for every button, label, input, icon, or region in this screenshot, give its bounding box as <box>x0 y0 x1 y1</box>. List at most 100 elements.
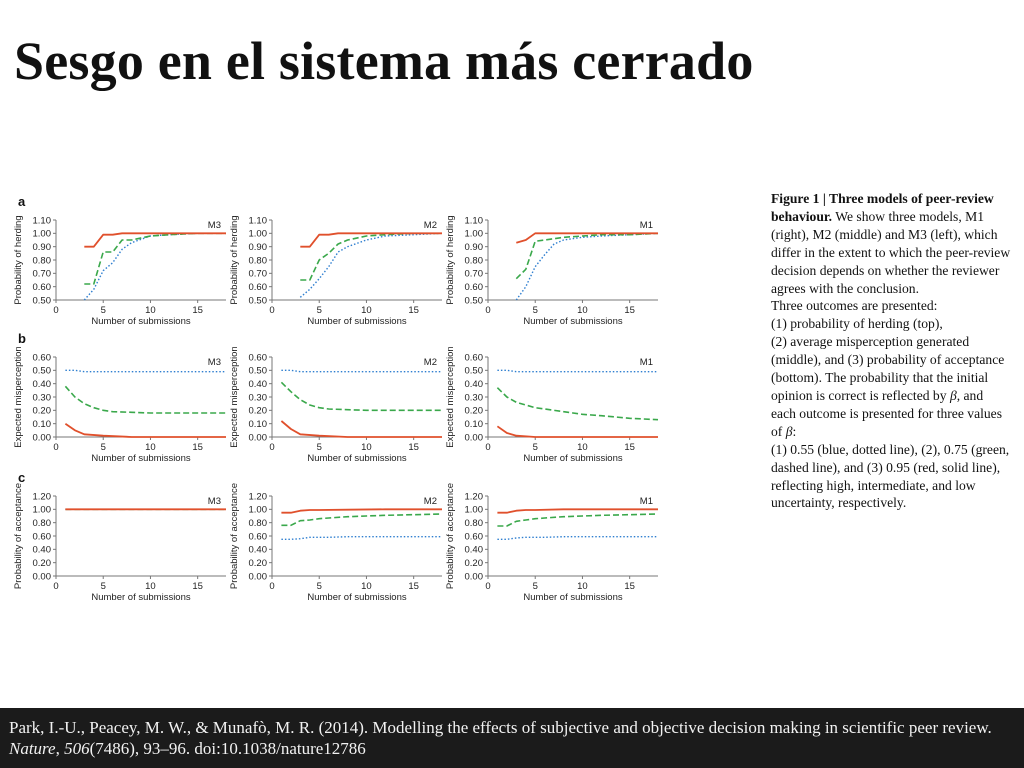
y-tick-label: 0.80 <box>249 518 268 529</box>
caption-beta-1: β <box>949 387 957 403</box>
y-tick-label: 0.50 <box>465 295 484 306</box>
y-axis-label: Probability of herding <box>229 215 240 304</box>
x-axis-label: Number of submissions <box>523 316 623 327</box>
y-tick-label: 0.00 <box>465 432 484 443</box>
y-tick-label: 0.80 <box>465 518 484 529</box>
x-tick-label: 0 <box>269 442 274 453</box>
y-tick-label: 0.60 <box>465 282 484 293</box>
model-label-m2: M2 <box>424 357 437 368</box>
series-line-red <box>280 420 442 438</box>
chart-panel-c-m2: 0.00 0.20 0.40 0.60 0.80 1.00 1.20 0 5 10 15Number… <box>229 483 443 603</box>
series-line-green <box>496 387 659 421</box>
series-line-blue <box>299 232 443 298</box>
series-line-red <box>496 425 658 438</box>
caption-body: We show three models, M1 (right), M2 (mi… <box>771 208 1011 296</box>
y-tick-label: 0.00 <box>249 432 268 443</box>
x-tick-label: 5 <box>101 581 106 592</box>
y-tick-label: 0.90 <box>465 242 484 253</box>
y-tick-label: 0.00 <box>465 571 484 582</box>
y-tick-label: 1.00 <box>33 505 52 516</box>
x-tick-label: 15 <box>408 305 419 316</box>
x-tick-label: 15 <box>624 442 635 453</box>
model-label-m1: M1 <box>640 220 653 231</box>
x-tick-label: 0 <box>269 305 274 316</box>
x-tick-label: 0 <box>485 442 490 453</box>
y-tick-label: 0.10 <box>33 419 52 430</box>
x-tick-label: 0 <box>485 581 490 592</box>
x-tick-label: 0 <box>269 581 274 592</box>
y-tick-label: 0.20 <box>465 558 484 569</box>
y-tick-label: 0.50 <box>249 295 268 306</box>
series-line-red <box>64 422 226 438</box>
series-line-green <box>300 232 442 281</box>
series-line-blue <box>497 369 658 373</box>
series-line-green <box>515 232 659 280</box>
x-axis-label: Number of submissions <box>91 592 191 603</box>
y-tick-label: 0.30 <box>465 392 484 403</box>
x-axis-label: Number of submissions <box>307 453 407 464</box>
y-tick-label: 0.60 <box>249 282 268 293</box>
x-tick-label: 10 <box>361 581 372 592</box>
chart-panel-c-m1: 0.00 0.20 0.40 0.60 0.80 1.00 1.20 0 5 10 15Number… <box>445 483 659 603</box>
y-tick-label: 0.20 <box>33 558 52 569</box>
panel-letter-a: a <box>18 194 26 209</box>
y-tick-label: 1.00 <box>249 229 268 240</box>
y-tick-label: 1.10 <box>465 215 484 226</box>
y-axis-label: Probability of acceptance <box>13 483 24 589</box>
y-tick-label: 1.20 <box>249 491 268 502</box>
y-axis-label: Expected misperception <box>445 346 456 447</box>
x-axis-label: Number of submissions <box>91 453 191 464</box>
y-tick-label: 1.20 <box>465 491 484 502</box>
y-tick-label: 0.60 <box>465 531 484 542</box>
y-tick-label: 0.70 <box>33 269 52 280</box>
x-tick-label: 5 <box>533 442 538 453</box>
chart-panel-b-m3: 0.00 0.10 0.20 0.30 0.40 0.50 0.60 0 5 10 15Number… <box>13 346 226 464</box>
chart-panel-a-m3: 0.50 0.60 0.70 0.80 0.90 1.00 1.10 0 5 10 15Number… <box>13 215 226 327</box>
x-tick-label: 10 <box>361 305 372 316</box>
caption-values: (1) 0.55 (blue, dotted line), (2), 0.75 … <box>771 441 1010 511</box>
y-tick-label: 0.20 <box>249 406 268 417</box>
series-line-green <box>281 513 443 527</box>
caption-outcome-4: : <box>792 423 797 439</box>
x-tick-label: 10 <box>145 305 156 316</box>
x-tick-label: 0 <box>53 305 58 316</box>
y-axis-label: Expected misperception <box>13 346 24 447</box>
x-tick-label: 0 <box>485 305 490 316</box>
y-axis-label: Probability of herding <box>445 215 456 304</box>
series-line-blue <box>83 232 226 301</box>
chart-panel-a-m1: 0.50 0.60 0.70 0.80 0.90 1.00 1.10 0 5 10 15Number… <box>445 215 659 327</box>
caption-outcome-2: (2) average misperception generated (mid… <box>771 334 1005 403</box>
x-tick-label: 15 <box>624 305 635 316</box>
x-tick-label: 5 <box>317 581 322 592</box>
series-line-blue <box>515 232 659 301</box>
y-tick-label: 1.00 <box>465 229 484 240</box>
citation-authors: Park, I.-U., Peacey, M. W., & Munafò, M.… <box>9 718 992 737</box>
x-tick-label: 15 <box>192 442 203 453</box>
y-tick-label: 0.30 <box>249 392 268 403</box>
x-tick-label: 5 <box>101 442 106 453</box>
chart-panel-b-m1: 0.00 0.10 0.20 0.30 0.40 0.50 0.60 0 5 10 15Number… <box>445 346 659 464</box>
chart-panel-b-m2: 0.00 0.10 0.20 0.30 0.40 0.50 0.60 0 5 10 15Number… <box>229 346 442 464</box>
model-label-m2: M2 <box>424 496 437 507</box>
caption-outcome-1: (1) probability of herding (top), <box>771 316 943 332</box>
series-line-blue <box>281 369 442 373</box>
x-tick-label: 5 <box>101 305 106 316</box>
series-line-blue <box>65 369 226 373</box>
series-line-red <box>497 508 658 514</box>
series-line-red <box>300 232 442 248</box>
y-tick-label: 0.50 <box>33 366 52 377</box>
y-tick-label: 0.40 <box>249 379 268 390</box>
panel-letter-c: c <box>18 470 25 485</box>
y-tick-label: 0.40 <box>249 545 268 556</box>
y-tick-label: 0.70 <box>249 269 268 280</box>
x-axis-label: Number of submissions <box>523 453 623 464</box>
x-tick-label: 10 <box>361 442 372 453</box>
chart-panel-c-m3: 0.00 0.20 0.40 0.60 0.80 1.00 1.20 0 5 10 15Number… <box>13 483 226 603</box>
figure-1-chart-grid: a0.500.600.700.800.901.001.100 5 10 15Numbe… <box>13 194 659 603</box>
x-axis-label: Number of submissions <box>307 316 407 327</box>
x-axis-label: Number of submissions <box>307 592 407 603</box>
series-line-blue <box>497 536 658 540</box>
series-line-green <box>280 381 442 412</box>
series-line-green <box>84 232 226 285</box>
series-line-green <box>64 385 226 414</box>
